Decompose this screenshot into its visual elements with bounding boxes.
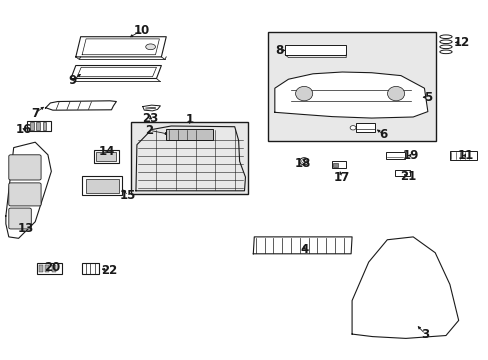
- Bar: [30, 122, 34, 130]
- Ellipse shape: [295, 86, 312, 101]
- Bar: [39, 265, 42, 272]
- Text: 20: 20: [43, 261, 60, 274]
- FancyBboxPatch shape: [386, 152, 404, 159]
- FancyBboxPatch shape: [82, 263, 99, 274]
- Bar: [52, 265, 56, 272]
- FancyBboxPatch shape: [85, 179, 119, 193]
- Ellipse shape: [349, 126, 355, 130]
- Ellipse shape: [386, 86, 404, 101]
- Ellipse shape: [439, 35, 451, 39]
- Text: 1: 1: [185, 113, 193, 126]
- Text: 10: 10: [133, 24, 150, 37]
- FancyBboxPatch shape: [394, 170, 409, 176]
- Ellipse shape: [439, 40, 451, 44]
- Text: 4: 4: [300, 243, 307, 256]
- Ellipse shape: [299, 158, 308, 165]
- Text: 22: 22: [101, 264, 118, 277]
- Text: 2: 2: [145, 124, 153, 137]
- Text: 17: 17: [333, 171, 350, 184]
- FancyBboxPatch shape: [82, 176, 122, 195]
- FancyBboxPatch shape: [166, 129, 212, 140]
- Polygon shape: [274, 72, 427, 118]
- Text: 11: 11: [457, 149, 473, 162]
- Ellipse shape: [145, 44, 155, 50]
- Text: 3: 3: [421, 328, 428, 341]
- Polygon shape: [351, 237, 458, 338]
- Text: 6: 6: [379, 128, 386, 141]
- Text: 18: 18: [294, 157, 311, 170]
- Polygon shape: [253, 237, 351, 254]
- Bar: [267, 32, 435, 141]
- Ellipse shape: [301, 159, 306, 163]
- FancyBboxPatch shape: [94, 150, 119, 163]
- FancyBboxPatch shape: [37, 263, 62, 274]
- Text: 12: 12: [452, 36, 469, 49]
- FancyBboxPatch shape: [285, 45, 346, 55]
- Bar: [36, 122, 40, 130]
- FancyBboxPatch shape: [449, 151, 476, 160]
- Text: 15: 15: [120, 189, 136, 202]
- Text: 9: 9: [68, 75, 76, 87]
- FancyBboxPatch shape: [27, 121, 51, 131]
- Bar: [333, 163, 338, 167]
- Ellipse shape: [439, 45, 451, 49]
- Bar: [45, 265, 49, 272]
- Text: 14: 14: [98, 145, 115, 158]
- FancyBboxPatch shape: [9, 155, 41, 180]
- FancyBboxPatch shape: [355, 123, 374, 132]
- Bar: [42, 122, 46, 130]
- Text: 16: 16: [15, 123, 32, 136]
- FancyBboxPatch shape: [331, 161, 346, 168]
- Ellipse shape: [439, 50, 451, 54]
- Text: 23: 23: [142, 112, 159, 125]
- Text: 8: 8: [275, 44, 283, 57]
- Text: 7: 7: [31, 107, 39, 120]
- Text: 5: 5: [423, 91, 431, 104]
- Text: 19: 19: [402, 149, 418, 162]
- FancyBboxPatch shape: [96, 152, 116, 161]
- Text: 13: 13: [17, 222, 34, 235]
- FancyBboxPatch shape: [9, 183, 41, 206]
- Text: 21: 21: [399, 170, 415, 183]
- FancyBboxPatch shape: [9, 208, 31, 229]
- Bar: [131, 122, 248, 194]
